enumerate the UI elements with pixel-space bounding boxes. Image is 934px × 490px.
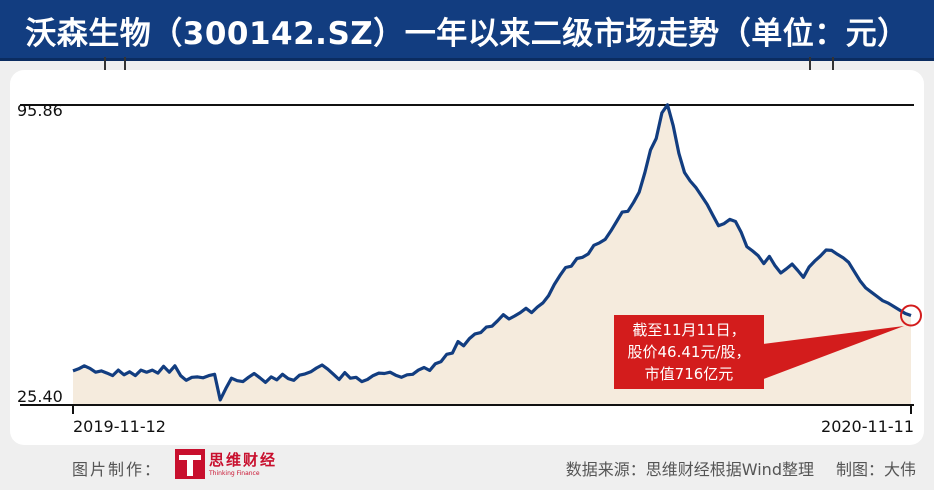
title-banner: 沃森生物（300142.SZ）一年以来二级市场走势（单位：元）: [0, 0, 934, 61]
y-tick-min: 25.40: [17, 387, 63, 406]
price-line: [72, 103, 912, 402]
banner-pin: [124, 57, 126, 81]
image-credit: 图片制作：: [72, 460, 163, 479]
banner-pin: [832, 57, 834, 81]
logo-subtitle: Thinking Finance: [209, 470, 260, 477]
chart-title: 沃森生物（300142.SZ）一年以来二级市场走势（单位：元）: [25, 16, 909, 52]
logo-name: 思维财经: [209, 451, 278, 469]
price-callout: 截至11月11日， 股价46.41元/股， 市值716亿元: [614, 315, 764, 389]
logo-icon: [175, 449, 205, 479]
last-price-marker: [900, 304, 922, 327]
callout-line-date: 截至11月11日，: [632, 321, 746, 339]
callout-line-price: 股价46.41元/股，: [627, 343, 751, 361]
banner-pin: [104, 57, 106, 81]
chart-author: 制图：大伟: [835, 460, 916, 479]
x-tick-start: 2019-11-12: [73, 417, 166, 436]
brand-logo: 思维财经 Thinking Finance: [175, 449, 285, 483]
callout-line-market-cap: 市值716亿元: [644, 365, 734, 383]
footer-credits: 数据来源：思维财经根据Wind整理 制图：大伟: [544, 456, 916, 480]
data-source: 数据来源：思维财经根据Wind整理: [565, 460, 814, 479]
banner-pin: [809, 57, 811, 81]
x-tick-end: 2020-11-11: [821, 417, 914, 436]
y-tick-max: 95.86: [17, 101, 63, 120]
